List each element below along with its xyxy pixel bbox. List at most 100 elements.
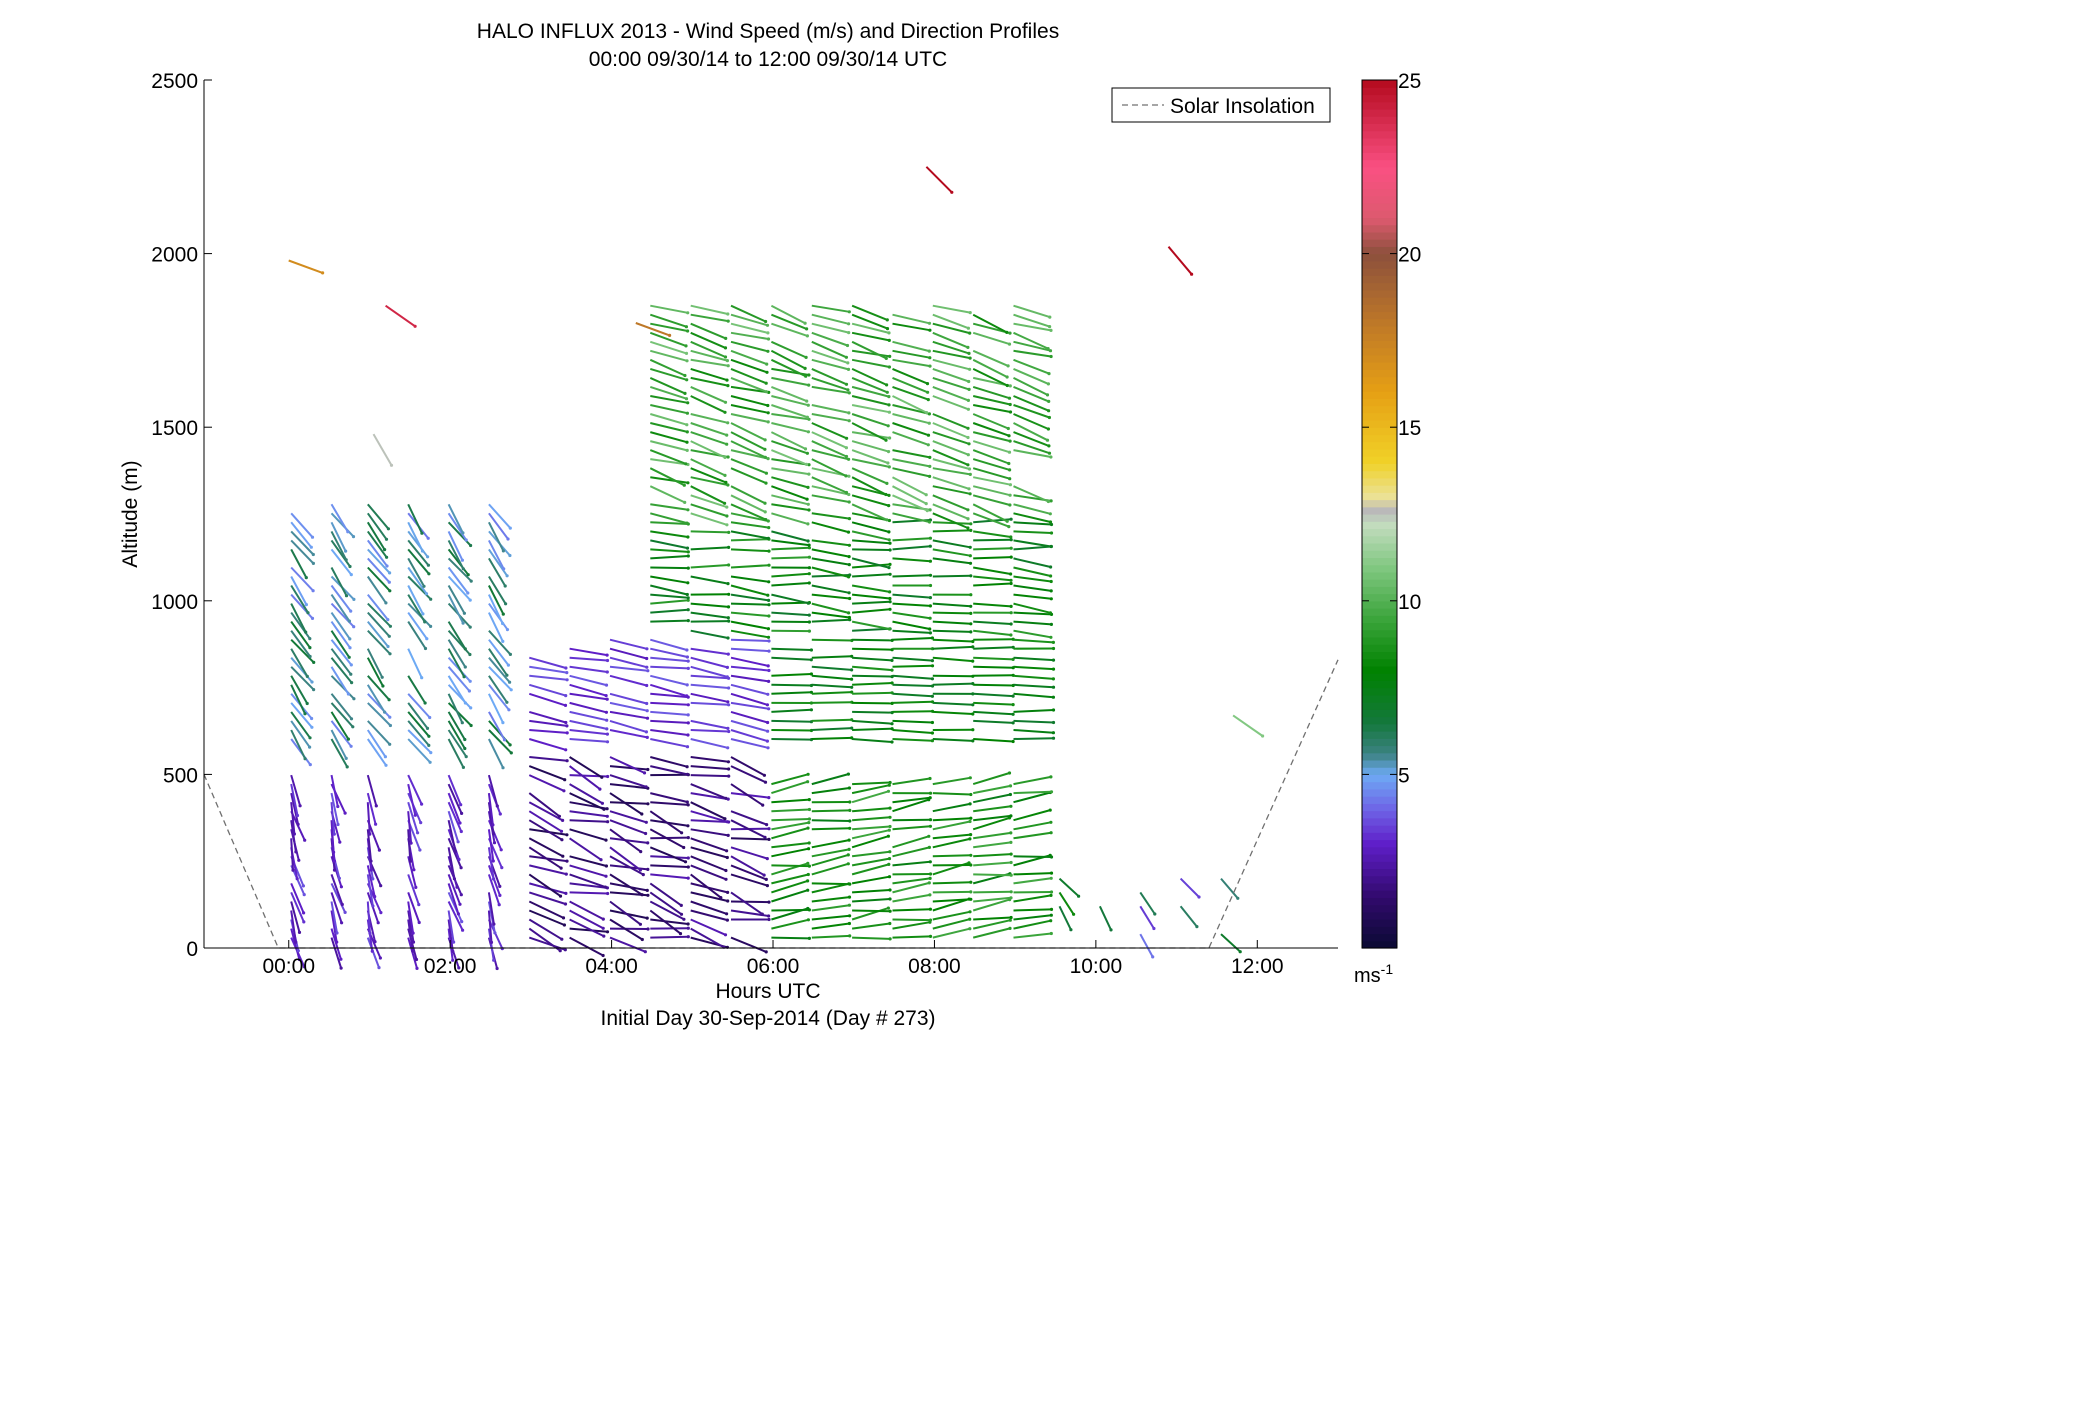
wind-vector-head xyxy=(847,331,851,335)
wind-vector xyxy=(892,656,933,662)
wind-vector-head xyxy=(459,893,463,897)
wind-vector-head xyxy=(847,391,851,395)
wind-vector-head xyxy=(928,627,932,631)
wind-vector-head xyxy=(1051,667,1056,671)
wind-vector-head xyxy=(928,934,933,939)
wind-vector-head xyxy=(806,780,810,784)
wind-vector-head xyxy=(969,897,973,901)
wind-vector xyxy=(972,494,1011,506)
wind-vector-head xyxy=(968,311,972,315)
wind-vector-head xyxy=(686,659,690,663)
wind-vector xyxy=(771,539,810,547)
wind-vector xyxy=(635,322,670,337)
wind-vector-head xyxy=(332,859,337,863)
wind-vector-head xyxy=(686,554,690,558)
wind-vector xyxy=(811,882,850,886)
wind-vector-head xyxy=(766,411,770,415)
wind-vector xyxy=(488,675,508,703)
colorbar-segment xyxy=(1362,174,1397,182)
wind-vector-head xyxy=(807,847,811,851)
wind-vector xyxy=(569,656,608,662)
wind-vector-head xyxy=(806,539,810,543)
wind-vector xyxy=(852,825,891,831)
wind-vector xyxy=(932,476,970,490)
wind-vector-head xyxy=(1049,871,1054,875)
wind-vector xyxy=(851,620,890,630)
colorbar-segment xyxy=(1362,535,1397,544)
wind-vector-head xyxy=(463,647,467,651)
wind-vector xyxy=(973,582,1012,587)
wind-vector-head xyxy=(847,419,851,423)
wind-vector-head xyxy=(348,564,352,569)
wind-vector xyxy=(811,618,850,623)
wind-vector-head xyxy=(1011,739,1015,744)
wind-vector xyxy=(488,539,505,570)
wind-vector-head xyxy=(806,601,811,605)
wind-vector xyxy=(488,548,508,577)
wind-vector xyxy=(690,837,727,852)
wind-vector-head xyxy=(468,598,472,602)
wind-vector xyxy=(771,864,810,868)
wind-vector-head xyxy=(844,382,849,386)
wind-vector-head xyxy=(726,312,730,316)
wind-vector-head xyxy=(848,596,852,601)
wind-vector xyxy=(528,810,563,833)
wind-vector-head xyxy=(1048,611,1052,615)
colorbar-segment xyxy=(1362,123,1397,132)
wind-vector xyxy=(650,599,689,605)
wind-vector-head xyxy=(1008,483,1013,487)
colorbar-segment xyxy=(1362,593,1397,602)
wind-vector xyxy=(1013,377,1048,396)
wind-vector xyxy=(690,611,729,619)
wind-vector-head xyxy=(493,931,497,935)
wind-vector-head xyxy=(1049,328,1053,332)
colorbar-segment xyxy=(1362,839,1397,848)
wind-vector xyxy=(1013,629,1052,639)
wind-vector-head xyxy=(1051,640,1055,645)
wind-vector xyxy=(690,575,729,585)
wind-vector-head xyxy=(928,559,933,563)
wind-vector-head xyxy=(604,864,609,868)
wind-vector xyxy=(609,665,648,672)
wind-vector xyxy=(650,801,689,806)
wind-vector xyxy=(973,873,1012,877)
wind-vector-head xyxy=(763,835,767,839)
wind-vector-head xyxy=(645,647,649,651)
wind-vector-head xyxy=(888,607,892,611)
wind-vector-head xyxy=(1009,852,1013,856)
wind-vector-head xyxy=(1008,439,1012,443)
wind-vector xyxy=(690,810,728,823)
colorbar-segment xyxy=(1362,636,1397,645)
wind-vector-head xyxy=(966,345,970,349)
wind-vector xyxy=(932,854,971,858)
wind-vector-head xyxy=(495,804,499,808)
wind-vector xyxy=(609,719,647,733)
wind-vector xyxy=(367,548,391,574)
wind-vector xyxy=(932,602,971,608)
wind-vector xyxy=(730,358,768,374)
wind-vector-head xyxy=(969,816,973,820)
wind-vector xyxy=(290,530,315,556)
wind-vector-head xyxy=(559,829,564,833)
wind-vector xyxy=(366,738,387,766)
wind-vector-head xyxy=(381,684,385,688)
wind-vector xyxy=(609,729,648,739)
wind-vector xyxy=(447,910,455,943)
wind-vector xyxy=(366,657,384,687)
wind-vector xyxy=(290,928,301,960)
wind-vector xyxy=(892,467,930,478)
wind-vector xyxy=(488,557,507,587)
wind-vector-head xyxy=(368,931,372,936)
wind-vector-head xyxy=(1051,685,1056,689)
wind-vector-head xyxy=(509,688,513,692)
wind-vector xyxy=(932,458,970,470)
wind-vector-head xyxy=(969,528,973,533)
wind-vector xyxy=(730,900,770,904)
wind-vector-head xyxy=(371,877,375,881)
wind-vector xyxy=(730,349,768,366)
colorbar-segment xyxy=(1362,528,1397,537)
wind-vector-head xyxy=(563,948,567,952)
wind-vector-head xyxy=(928,616,932,620)
wind-vector xyxy=(771,780,808,795)
wind-vector xyxy=(932,833,971,840)
